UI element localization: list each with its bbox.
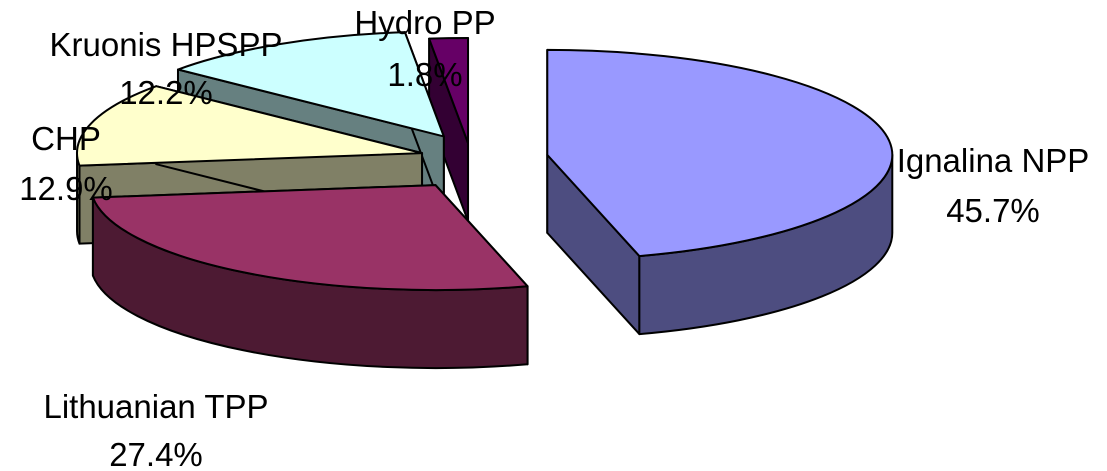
pie-slices — [76, 31, 894, 370]
pie-slice-top — [76, 85, 424, 167]
pie-slice — [428, 36, 470, 222]
pie-slice-top — [176, 31, 445, 138]
pie-slice — [91, 184, 529, 370]
slice-label-name: Hydro PP — [354, 4, 495, 41]
slice-label-name: Ignalina NPP — [897, 142, 1090, 179]
pie-slice-top — [546, 48, 894, 258]
slice-label-percent: 12.2% — [119, 74, 213, 111]
slice-label-name: Lithuanian TPP — [43, 388, 268, 425]
slice-label-percent: 1.8% — [387, 56, 462, 93]
slice-label-name: CHP — [31, 120, 101, 157]
pie-slice-top — [91, 184, 529, 292]
slice-label-percent: 12.9% — [19, 170, 113, 207]
slice-label-percent: 45.7% — [946, 192, 1040, 229]
slice-labels: Ignalina NPP 45.7% Lithuanian TPP 27.4% … — [19, 4, 1089, 471]
slice-label-name: Kruonis HPSPP — [50, 26, 283, 63]
slice-label-percent: 27.4% — [109, 436, 203, 471]
pie-slice-top — [428, 36, 470, 144]
pie-slice — [546, 48, 894, 336]
